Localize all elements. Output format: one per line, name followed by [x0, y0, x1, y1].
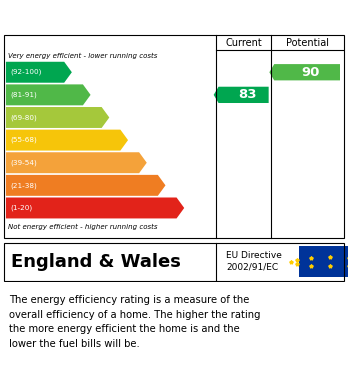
Polygon shape: [6, 175, 166, 196]
Text: Very energy efficient - lower running costs: Very energy efficient - lower running co…: [8, 53, 157, 59]
Text: B: B: [91, 88, 102, 102]
Text: (21-38): (21-38): [10, 182, 37, 188]
Text: C: C: [110, 111, 120, 124]
Text: (69-80): (69-80): [10, 114, 37, 121]
Polygon shape: [6, 62, 72, 83]
Polygon shape: [6, 197, 184, 219]
Text: Potential: Potential: [286, 38, 329, 48]
Text: Not energy efficient - higher running costs: Not energy efficient - higher running co…: [8, 224, 157, 230]
Text: (39-54): (39-54): [10, 160, 37, 166]
Text: G: G: [185, 201, 196, 215]
Text: (55-68): (55-68): [10, 137, 37, 143]
Polygon shape: [6, 84, 90, 105]
Text: E: E: [148, 156, 157, 170]
Polygon shape: [6, 130, 128, 151]
Text: (92-100): (92-100): [10, 69, 41, 75]
Text: Current: Current: [225, 38, 262, 48]
Text: The energy efficiency rating is a measure of the
overall efficiency of a home. T: The energy efficiency rating is a measur…: [9, 295, 261, 348]
Text: EU Directive
2002/91/EC: EU Directive 2002/91/EC: [226, 251, 282, 271]
Text: England & Wales: England & Wales: [11, 253, 181, 271]
Text: Energy Efficiency Rating: Energy Efficiency Rating: [9, 9, 229, 23]
Bar: [299, 246, 348, 277]
Polygon shape: [6, 152, 147, 173]
Text: (81-91): (81-91): [10, 91, 37, 98]
Polygon shape: [269, 64, 340, 81]
Text: (1-20): (1-20): [10, 205, 32, 211]
Text: F: F: [166, 178, 176, 192]
Polygon shape: [214, 87, 269, 103]
Text: 90: 90: [301, 66, 320, 79]
Text: A: A: [72, 65, 83, 79]
Text: 83: 83: [238, 88, 256, 101]
Text: D: D: [129, 133, 140, 147]
Polygon shape: [6, 107, 109, 128]
